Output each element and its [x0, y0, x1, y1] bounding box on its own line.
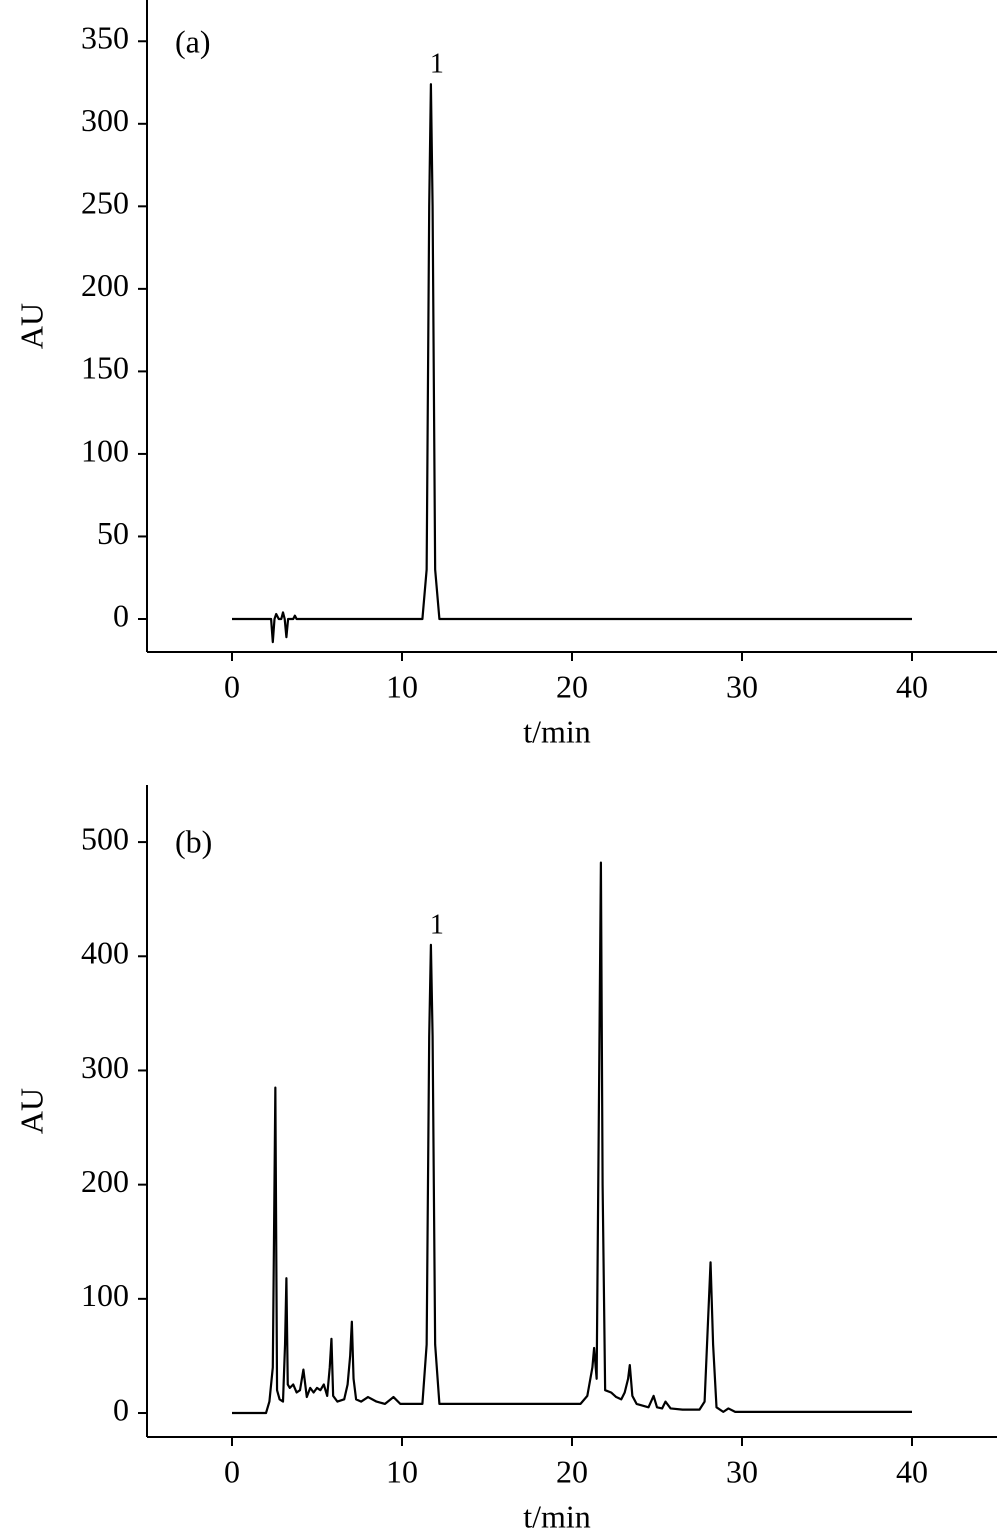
x-tick-label: 30 [726, 668, 758, 704]
y-tick-label: 150 [81, 350, 129, 386]
x-axis-label: t/min [523, 1498, 591, 1534]
x-tick-label: 20 [556, 668, 588, 704]
y-tick-label: 300 [81, 1049, 129, 1085]
x-tick-label: 0 [224, 668, 240, 704]
x-tick-label: 30 [726, 1453, 758, 1489]
trace [232, 861, 912, 1415]
panel-label: (a) [175, 23, 211, 59]
y-tick-label: 200 [81, 267, 129, 303]
y-tick-label: 0 [113, 1391, 129, 1427]
peak-label: 1 [430, 49, 444, 80]
trace [232, 83, 912, 644]
x-tick-label: 10 [386, 1453, 418, 1489]
y-tick-label: 100 [81, 1277, 129, 1313]
y-tick-label: 50 [97, 515, 129, 551]
peak-label: 1 [430, 909, 444, 940]
x-tick-label: 40 [896, 668, 928, 704]
y-tick-label: 0 [113, 597, 129, 633]
y-axis-label: AU [13, 303, 49, 349]
x-tick-label: 0 [224, 1453, 240, 1489]
y-tick-label: 250 [81, 185, 129, 221]
x-tick-label: 20 [556, 1453, 588, 1489]
y-tick-label: 300 [81, 102, 129, 138]
x-axis-label: t/min [523, 713, 591, 749]
panel-label: (b) [175, 823, 212, 859]
x-tick-label: 40 [896, 1453, 928, 1489]
y-tick-label: 350 [81, 20, 129, 56]
y-tick-label: 500 [81, 820, 129, 856]
x-tick-label: 10 [386, 668, 418, 704]
y-tick-label: 400 [81, 935, 129, 971]
y-tick-label: 100 [81, 432, 129, 468]
y-tick-label: 200 [81, 1163, 129, 1199]
y-axis-label: AU [13, 1088, 49, 1134]
